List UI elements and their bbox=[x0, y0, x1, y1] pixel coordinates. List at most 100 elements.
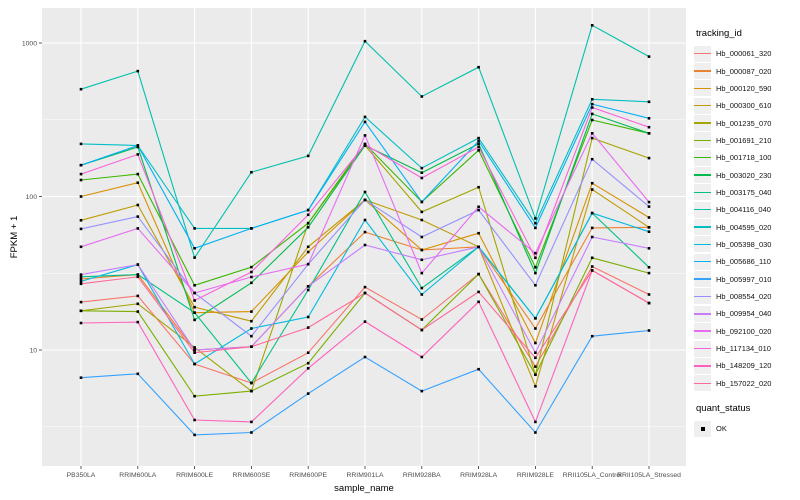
data-point bbox=[79, 172, 83, 176]
x-axis-title: sample_name bbox=[334, 483, 394, 494]
data-point bbox=[647, 100, 651, 104]
legend-entry-label: Hb_148209_120 bbox=[716, 361, 772, 371]
data-point bbox=[136, 203, 140, 207]
data-point bbox=[590, 211, 594, 215]
legend-key-line-icon bbox=[694, 115, 711, 132]
data-point bbox=[590, 265, 594, 268]
data-point bbox=[647, 117, 651, 120]
legend-key-line-icon bbox=[694, 97, 711, 114]
data-point bbox=[420, 293, 424, 296]
data-point bbox=[477, 65, 480, 69]
data-point bbox=[534, 271, 537, 275]
data-point bbox=[79, 282, 83, 286]
data-point bbox=[193, 305, 196, 309]
data-point bbox=[79, 195, 83, 198]
data-point bbox=[193, 433, 196, 437]
data-point bbox=[420, 286, 424, 290]
data-point bbox=[590, 256, 594, 260]
legend-entry-Hb_008554_020: Hb_008554_020 bbox=[694, 288, 800, 305]
legend-key-line-icon bbox=[694, 80, 711, 97]
data-point bbox=[193, 284, 196, 287]
data-point bbox=[250, 334, 253, 338]
data-point bbox=[306, 221, 310, 225]
legend-entry-Hb_001235_070: Hb_001235_070 bbox=[694, 114, 800, 132]
data-point bbox=[590, 269, 594, 272]
data-point bbox=[590, 98, 594, 101]
legend-key-line-icon bbox=[694, 288, 711, 305]
legend-entry-Hb_009954_040: Hb_009954_040 bbox=[694, 305, 800, 322]
data-point bbox=[79, 87, 83, 91]
x-tick-label: RRIM928BA bbox=[403, 472, 441, 479]
data-point bbox=[477, 245, 480, 249]
legend-entry-label: Hb_004595_020 bbox=[716, 222, 772, 232]
x-tick-label: RRIM600LE bbox=[176, 472, 213, 479]
legend-entry-Hb_005686_110: Hb_005686_110 bbox=[694, 253, 800, 270]
data-point bbox=[136, 320, 140, 324]
data-point bbox=[647, 200, 651, 204]
data-point bbox=[306, 361, 310, 365]
data-point bbox=[590, 226, 594, 230]
data-point bbox=[193, 318, 196, 322]
data-point bbox=[534, 365, 537, 368]
data-point bbox=[590, 136, 594, 140]
data-point bbox=[477, 231, 480, 235]
data-point bbox=[363, 39, 367, 43]
data-point bbox=[647, 271, 651, 275]
y-tick-label: 10 bbox=[29, 347, 37, 354]
legend-entry-label: Hb_009954_040 bbox=[716, 309, 772, 319]
y-tick-label: 100 bbox=[26, 194, 38, 201]
legend-entry-label: Hb_001691_210 bbox=[716, 135, 772, 145]
data-point bbox=[647, 125, 651, 129]
data-point bbox=[136, 294, 140, 298]
data-point bbox=[306, 262, 310, 266]
legend-entry-Hb_001691_210: Hb_001691_210 bbox=[694, 132, 800, 149]
data-point bbox=[420, 200, 424, 204]
legend-key-line-icon bbox=[694, 184, 711, 201]
data-point bbox=[136, 310, 140, 313]
series-color-line-icon bbox=[694, 261, 711, 263]
data-point bbox=[79, 300, 83, 304]
series-color-line-icon bbox=[694, 157, 711, 159]
data-point bbox=[363, 115, 367, 119]
data-point bbox=[79, 321, 83, 325]
data-point bbox=[363, 320, 367, 323]
data-point bbox=[306, 351, 310, 354]
data-point bbox=[136, 69, 140, 73]
data-point bbox=[250, 227, 253, 230]
quant-status-legend: quant_status OK bbox=[694, 403, 800, 437]
legend-entry-label: Hb_117134_010 bbox=[716, 344, 771, 354]
series-color-line-icon bbox=[694, 330, 711, 332]
data-point bbox=[647, 266, 651, 269]
x-tick-label: RRII105LA_Stressed bbox=[617, 472, 681, 479]
data-point bbox=[420, 235, 424, 239]
data-point bbox=[306, 213, 310, 217]
data-point bbox=[250, 381, 253, 385]
data-point bbox=[590, 181, 594, 185]
data-point bbox=[590, 132, 594, 135]
data-point bbox=[79, 178, 83, 182]
legend-key-line-icon bbox=[694, 132, 711, 149]
data-point bbox=[79, 142, 83, 146]
legend-entry-Hb_003020_230: Hb_003020_230 bbox=[694, 166, 800, 184]
legend-title-tracking-id: tracking_id bbox=[696, 28, 742, 39]
data-point bbox=[79, 376, 83, 379]
legend-entry-label: Hb_000120_590 bbox=[716, 83, 772, 93]
data-point bbox=[136, 172, 140, 176]
data-point bbox=[590, 188, 594, 191]
data-point bbox=[534, 385, 537, 388]
data-point bbox=[193, 418, 196, 422]
data-point bbox=[306, 326, 310, 329]
legend-key-line-icon bbox=[694, 201, 711, 218]
legend-entry-Hb_000061_320: Hb_000061_320 bbox=[694, 45, 800, 62]
legend-entry-label: Hb_005686_110 bbox=[716, 257, 771, 267]
data-point bbox=[477, 208, 480, 212]
x-tick-label: RRIM600PE bbox=[289, 472, 327, 479]
legend-entry-label: Hb_001718_100 bbox=[716, 153, 772, 163]
data-point bbox=[477, 136, 480, 140]
data-point bbox=[534, 341, 537, 345]
series-color-line-icon bbox=[694, 365, 711, 367]
legend-entry-label: Hb_000300_610 bbox=[716, 101, 772, 111]
legend-entry-label: Hb_000061_320 bbox=[716, 49, 772, 59]
data-point bbox=[363, 190, 367, 194]
